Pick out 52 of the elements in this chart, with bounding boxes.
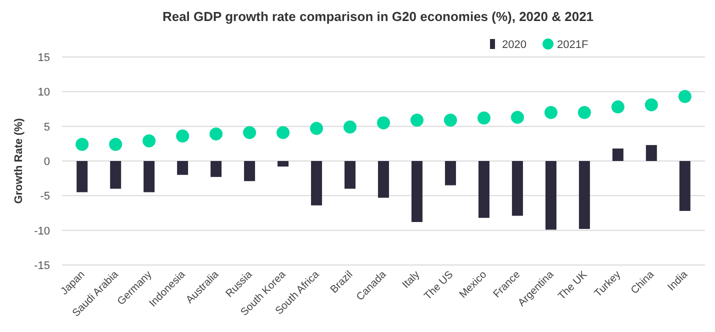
point — [544, 106, 558, 119]
bar — [210, 161, 222, 177]
point — [142, 134, 156, 148]
bar — [411, 161, 422, 222]
x-tick-label: The UK — [556, 268, 590, 302]
point — [510, 110, 524, 124]
point — [76, 138, 89, 151]
point — [410, 114, 424, 127]
point — [444, 114, 457, 127]
bar — [244, 161, 256, 182]
bar — [378, 161, 389, 198]
point — [611, 100, 624, 114]
bar — [646, 145, 657, 161]
point — [477, 112, 490, 124]
y-tick-label: 0 — [44, 156, 50, 168]
bar — [512, 161, 523, 216]
point — [109, 138, 122, 151]
bar — [444, 161, 456, 186]
bar — [177, 161, 188, 175]
bar — [76, 161, 88, 192]
point — [210, 127, 223, 140]
y-tick-label: 15 — [38, 52, 50, 64]
point — [176, 130, 190, 143]
chart-title: Real GDP growth rate comparison in G20 economies (%), 2020 & 2021 — [162, 9, 594, 24]
point — [243, 126, 256, 140]
bar — [144, 161, 155, 192]
bar — [311, 161, 322, 206]
point — [377, 116, 390, 130]
x-tick-label: The US — [422, 268, 456, 302]
bar — [278, 161, 289, 167]
point — [578, 106, 591, 119]
y-tick-label: -5 — [40, 190, 50, 203]
legend-label: 2020 — [502, 39, 526, 51]
bar — [344, 161, 356, 189]
bar — [578, 161, 590, 229]
x-tick-label: Italy — [400, 268, 423, 291]
bar — [110, 161, 122, 189]
point — [310, 122, 324, 135]
point — [644, 98, 658, 112]
point — [344, 120, 357, 134]
bar — [679, 161, 690, 211]
y-tick-label: -10 — [34, 225, 50, 238]
bar — [478, 161, 490, 218]
bar — [612, 148, 624, 161]
y-tick-label: 5 — [44, 121, 50, 134]
y-tick-label: 10 — [38, 86, 50, 99]
point — [276, 126, 290, 140]
y-axis-title: Growth Rate (%) — [13, 118, 25, 204]
point — [678, 90, 692, 104]
legend-label: 2021F — [557, 39, 588, 51]
y-tick-label: -15 — [34, 260, 50, 272]
bar — [545, 161, 556, 230]
